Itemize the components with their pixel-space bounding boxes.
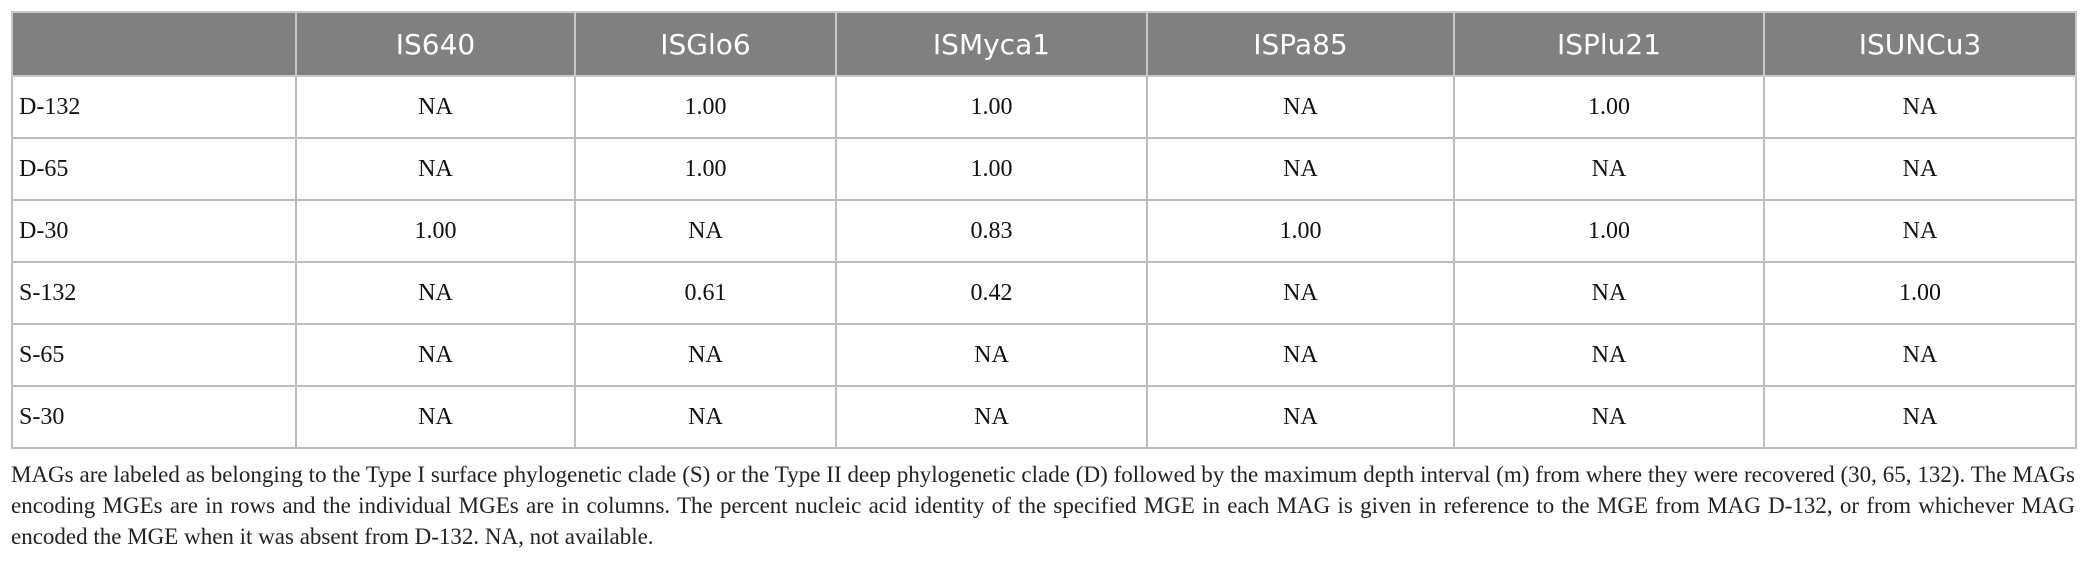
table-cell: NA xyxy=(1453,137,1765,201)
table-cell: NA xyxy=(1453,385,1765,449)
table-cell: NA xyxy=(1146,261,1455,325)
table-row: S-30 NA NA NA NA NA NA xyxy=(11,385,2077,449)
table-cell: NA xyxy=(1146,75,1455,139)
table-cell: NA xyxy=(1453,261,1765,325)
table-cell: 1.00 xyxy=(835,137,1148,201)
table-cell: NA xyxy=(835,323,1148,387)
table-cell: 1.00 xyxy=(1763,261,2077,325)
table-cell: NA xyxy=(295,323,576,387)
table-cell: NA xyxy=(835,385,1148,449)
corner-cell xyxy=(11,11,297,77)
column-header: IS640 xyxy=(295,11,576,77)
table-cell: NA xyxy=(1763,137,2077,201)
table-cell: 1.00 xyxy=(574,137,837,201)
table-cell: NA xyxy=(1146,385,1455,449)
column-header: ISMyca1 xyxy=(835,11,1148,77)
table-cell: NA xyxy=(1763,199,2077,263)
table-cell: 1.00 xyxy=(574,75,837,139)
table-cell: NA xyxy=(1146,137,1455,201)
table-cell: 0.61 xyxy=(574,261,837,325)
table-row: S-132 NA 0.61 0.42 NA NA 1.00 xyxy=(11,261,2077,325)
header-row: IS640 ISGlo6 ISMyca1 ISPa85 ISPlu21 ISUNCu3 xyxy=(11,11,2077,77)
table-row: D-132 NA 1.00 1.00 NA 1.00 NA xyxy=(11,75,2077,139)
table-row: S-65 NA NA NA NA NA NA xyxy=(11,323,2077,387)
table-row: D-65 NA 1.00 1.00 NA NA NA xyxy=(11,137,2077,201)
column-header: ISUNCu3 xyxy=(1763,11,2077,77)
table-row: D-30 1.00 NA 0.83 1.00 1.00 NA xyxy=(11,199,2077,263)
table-cell: NA xyxy=(295,75,576,139)
row-header: S-30 xyxy=(11,385,297,449)
row-header: S-65 xyxy=(11,323,297,387)
table-cell: NA xyxy=(1763,385,2077,449)
table-cell: 0.83 xyxy=(835,199,1148,263)
table-cell: 1.00 xyxy=(1453,75,1765,139)
table-cell: NA xyxy=(1453,323,1765,387)
table-cell: NA xyxy=(295,385,576,449)
column-header: ISGlo6 xyxy=(574,11,837,77)
table-cell: 1.00 xyxy=(1146,199,1455,263)
row-header: D-132 xyxy=(11,75,297,139)
table-cell: NA xyxy=(1763,323,2077,387)
table-cell: 1.00 xyxy=(1453,199,1765,263)
table-cell: NA xyxy=(295,137,576,201)
column-header: ISPa85 xyxy=(1146,11,1455,77)
table-cell: NA xyxy=(1763,75,2077,139)
table-cell: 0.42 xyxy=(835,261,1148,325)
table-cell: NA xyxy=(295,261,576,325)
table-note: MAGs are labeled as belonging to the Typ… xyxy=(11,462,2075,549)
table-cell: NA xyxy=(574,199,837,263)
row-header: D-30 xyxy=(11,199,297,263)
row-header: S-132 xyxy=(11,261,297,325)
row-header: D-65 xyxy=(11,137,297,201)
data-table: IS640 ISGlo6 ISMyca1 ISPa85 ISPlu21 ISUNCu3 D… xyxy=(11,11,2077,449)
table-cell: NA xyxy=(1146,323,1455,387)
table-cell: 1.00 xyxy=(835,75,1148,139)
table-cell: 1.00 xyxy=(295,199,576,263)
column-header: ISPlu21 xyxy=(1453,11,1765,77)
table-cell: NA xyxy=(574,323,837,387)
table-cell: NA xyxy=(574,385,837,449)
table-body: D-132 NA 1.00 1.00 NA 1.00 NA D-65 NA 1.00 1.00 NA N… xyxy=(11,75,2077,449)
